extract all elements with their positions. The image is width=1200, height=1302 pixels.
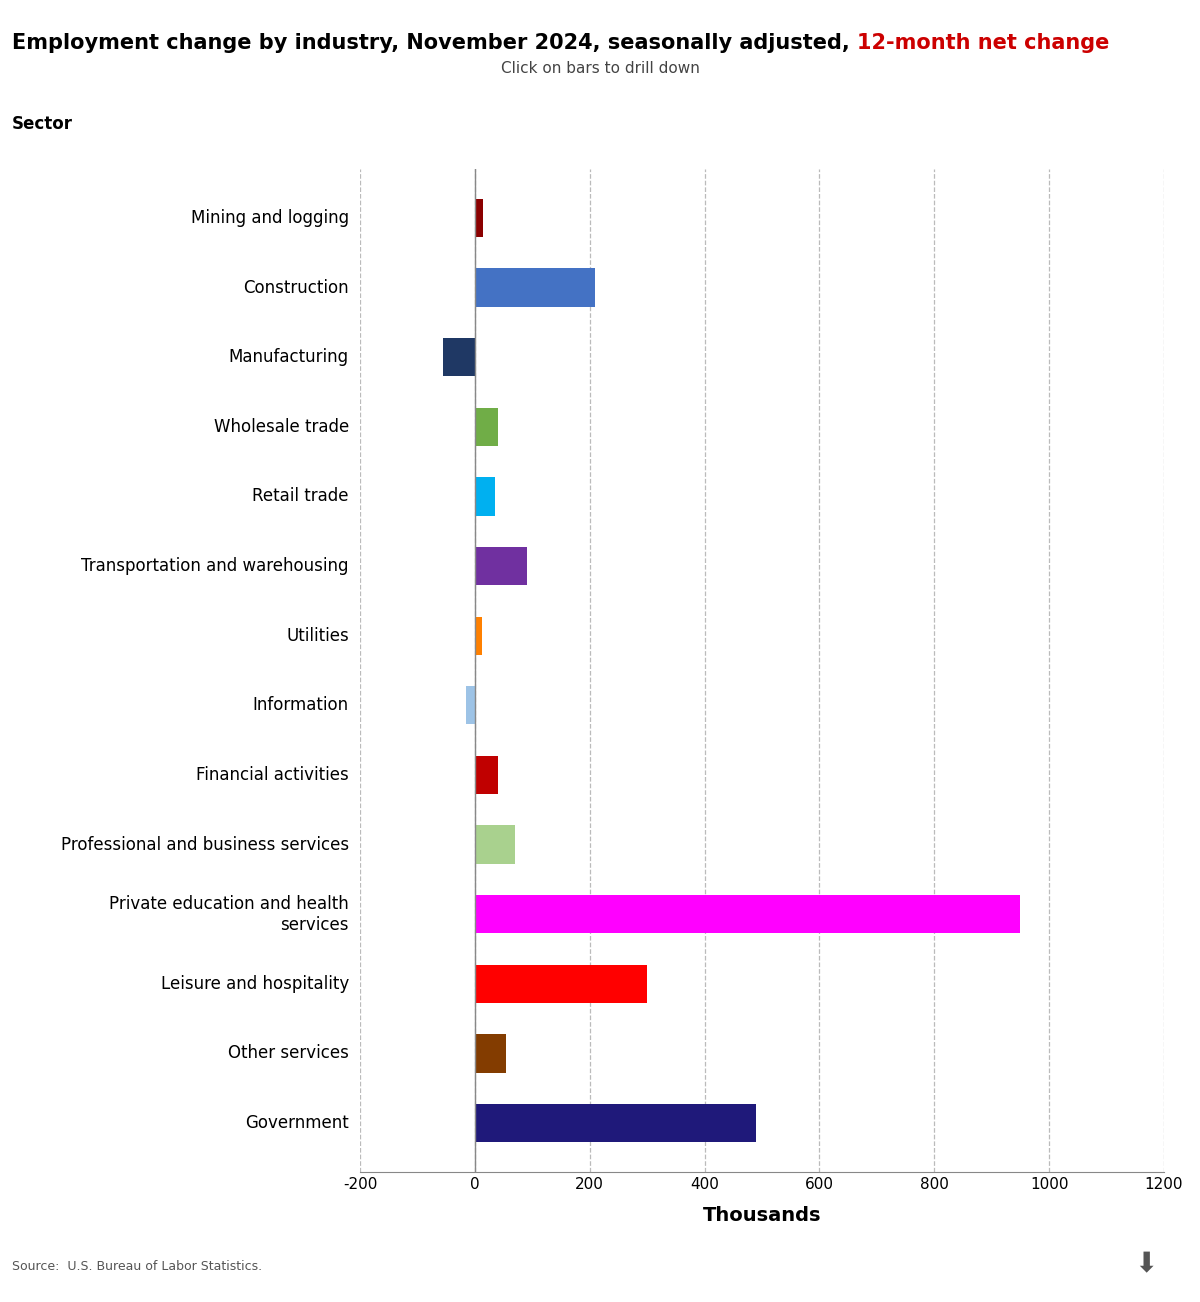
Bar	[443, 339, 475, 376]
Bar	[475, 268, 595, 307]
Bar	[475, 965, 647, 1003]
Text: ⬇: ⬇	[1134, 1250, 1158, 1279]
Text: Employment change by industry, November 2024, seasonally adjusted,: Employment change by industry, November …	[12, 33, 857, 52]
Bar	[475, 825, 515, 863]
Text: 12-month net change: 12-month net change	[857, 33, 1109, 52]
Bar	[475, 617, 481, 655]
Text: Click on bars to drill down: Click on bars to drill down	[500, 61, 700, 77]
Bar	[475, 756, 498, 794]
Bar	[475, 1104, 756, 1142]
X-axis label: Thousands: Thousands	[703, 1206, 821, 1225]
Bar	[475, 894, 1020, 934]
Bar	[475, 199, 484, 237]
Bar	[475, 547, 527, 585]
Text: Source:  U.S. Bureau of Labor Statistics.: Source: U.S. Bureau of Labor Statistics.	[12, 1260, 262, 1273]
Text: Sector: Sector	[12, 115, 73, 133]
Bar	[475, 478, 494, 516]
Bar	[467, 686, 475, 724]
Bar	[475, 1034, 506, 1073]
Bar	[475, 408, 498, 447]
